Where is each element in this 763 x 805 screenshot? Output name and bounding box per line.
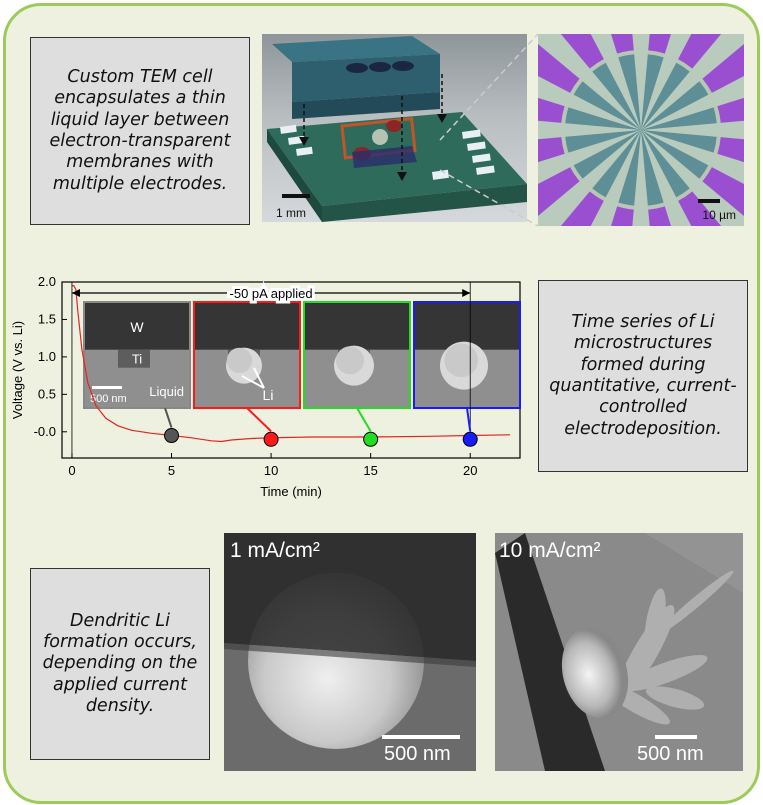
electrode-micrograph: 10 µm	[538, 34, 744, 226]
inset-label-w: W	[130, 319, 144, 335]
li-deposit	[226, 347, 252, 373]
x-tick-label: 10	[264, 463, 278, 478]
scale-bar-10ma	[655, 735, 697, 739]
callout-dendritic: Dendritic Li formation occurs, depending…	[30, 568, 210, 760]
li-image-1ma-drawing	[224, 533, 476, 771]
x-tick-label: 0	[68, 463, 75, 478]
voltage-chart: W Ti Liquid 500 nm Li 0 5 10 15 20 -0.0 0.5 1.0 1.5 2…	[10, 274, 521, 499]
inset-4	[413, 301, 521, 409]
annotation-arrowhead-right	[462, 289, 471, 297]
li-image-10ma-drawing	[495, 533, 743, 771]
inset-border	[83, 301, 191, 409]
marker-pointer	[164, 407, 173, 428]
callout-dendritic-text: Dendritic Li formation occurs, depending…	[42, 610, 198, 717]
scale-bar-1ma	[382, 735, 460, 739]
inset-2	[193, 301, 301, 409]
li-image-1ma: 1 mA/cm² 500 nm	[224, 533, 476, 771]
electrode-spoke	[538, 76, 641, 130]
time-marker	[263, 431, 279, 447]
electrode-scale-label: 10 µm	[702, 208, 736, 222]
electrode-spoke	[632, 130, 650, 226]
y-tick-label: -0.0	[34, 424, 56, 439]
y-tick-label: 0.5	[38, 386, 56, 401]
y-tick-label: 1.5	[38, 311, 56, 326]
chart-insets: W Ti Liquid 500 nm Li	[83, 301, 521, 409]
x-tick-label: 15	[363, 463, 377, 478]
marker-pointer	[246, 407, 272, 432]
inset-label-liquid: Liquid	[149, 384, 184, 399]
inset-label-li: Li	[263, 387, 274, 403]
marker-pointer	[466, 407, 472, 432]
electrode-spoke	[641, 76, 744, 130]
electrode-spoke	[538, 130, 641, 226]
electrode-spokes	[538, 34, 744, 226]
inset-scale-label: 500 nm	[90, 393, 127, 405]
inset-scale-bar	[92, 386, 122, 389]
electrode-spoke	[538, 120, 641, 140]
electrode-spoke	[538, 34, 641, 130]
inset-electrode-ti	[118, 349, 150, 368]
electrode-spoke	[641, 120, 744, 140]
y-tick-label: 1.0	[38, 349, 56, 364]
electrode-drawing	[538, 34, 744, 226]
chart-y-axis-label: Voltage (V vs. Li)	[10, 321, 25, 419]
annotation-arrowhead-left	[71, 289, 80, 297]
scale-label-10ma: 500 nm	[637, 743, 704, 765]
x-tick-label: 20	[463, 463, 477, 478]
electrode-spoke	[632, 34, 650, 130]
chart-ticks: 0 5 10 15 20 -0.0 0.5 1.0 1.5 2.0	[34, 274, 478, 478]
inset-electrode-w	[304, 302, 410, 350]
callout-tem-cell-text: Custom TEM cell encapsulates a thin liqu…	[49, 66, 231, 194]
marker-pointer	[356, 407, 372, 432]
inset-electrode-w	[84, 302, 190, 350]
x-tick-label: 5	[168, 463, 175, 478]
li-deposit	[336, 346, 364, 375]
chart-x-axis-label: Time (min)	[260, 484, 322, 499]
current-density-10-label: 10 mA/cm²	[499, 539, 601, 562]
time-marker	[164, 428, 180, 444]
applied-current-annotation: -50 pA applied	[230, 286, 313, 301]
time-marker	[462, 431, 478, 447]
tem-cell-scale-label: 1 mm	[276, 206, 306, 220]
callout-time-series: Time series of Li microstructures formed…	[538, 280, 748, 472]
inset-electrode-w	[194, 302, 300, 350]
li-image-10ma: 10 mA/cm² 500 nm	[495, 533, 743, 771]
li-pointer-arrow	[253, 367, 265, 389]
inset-electrode-w	[414, 302, 520, 350]
electrode-spoke	[641, 34, 744, 130]
callout-tem-cell: Custom TEM cell encapsulates a thin liqu…	[30, 37, 250, 225]
scale-label-1ma: 500 nm	[384, 743, 451, 765]
callout-time-series-text: Time series of Li microstructures formed…	[549, 311, 737, 439]
inset-1	[83, 301, 191, 409]
current-density-1-label: 1 mA/cm²	[230, 539, 320, 562]
li-deposit	[444, 343, 479, 378]
li-pointer-arrow	[241, 375, 265, 389]
inset-label-ti: Ti	[132, 352, 142, 367]
chart-markers	[164, 407, 478, 447]
time-marker	[363, 431, 379, 447]
inset-3	[303, 301, 411, 409]
y-tick-label: 2.0	[38, 274, 56, 289]
